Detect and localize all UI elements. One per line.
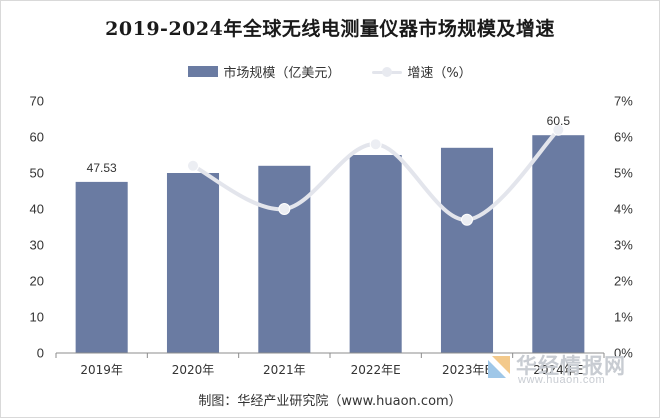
legend-label-growth: 增速（%） <box>407 66 472 81</box>
y-right-tick-label: 0% <box>614 346 633 361</box>
x-tick-label: 2023年E <box>442 363 492 377</box>
y-left-tick-label: 30 <box>30 238 44 253</box>
legend-item-growth: 增速（%） <box>372 62 472 81</box>
bar <box>166 173 220 353</box>
legend-label-market-size: 市场规模（亿美元） <box>223 66 341 81</box>
y-right-tick-label: 6% <box>614 130 633 145</box>
bar <box>349 155 402 353</box>
chart-legend: 市场规模（亿美元） 增速（%） <box>0 62 660 81</box>
growth-point <box>187 159 199 172</box>
growth-point <box>552 123 565 136</box>
x-tick-label: 2024年E <box>533 363 583 377</box>
y-right-tick-label: 4% <box>614 202 633 217</box>
legend-line-swatch <box>372 66 403 77</box>
y-right-tick-label: 2% <box>614 274 633 289</box>
bar <box>75 181 128 353</box>
growth-point <box>278 203 291 215</box>
bar-data-label: 47.53 <box>87 161 117 175</box>
legend-bar-swatch <box>188 66 219 77</box>
bar-data-label: 60.5 <box>547 114 571 128</box>
x-tick-label: 2020年 <box>172 363 215 377</box>
y-right-tick-label: 3% <box>614 238 633 253</box>
x-tick-label: 2021年 <box>263 363 306 377</box>
watermark: 华经情报网 www.huaon.com <box>488 350 658 388</box>
watermark-logo-icon <box>488 356 510 378</box>
growth-point <box>461 213 473 226</box>
bar <box>258 165 311 353</box>
y-right-tick-label: 5% <box>614 166 633 181</box>
y-right-tick-label: 1% <box>614 310 633 325</box>
y-left-tick-label: 0 <box>37 346 44 361</box>
y-right-tick-label: 7% <box>614 94 633 109</box>
y-left-tick-label: 70 <box>30 94 44 109</box>
y-left-tick-label: 50 <box>30 166 44 181</box>
source-note: 制图：华经产业研究院（www.huaon.com） <box>198 394 462 409</box>
y-left-tick-label: 20 <box>30 274 44 289</box>
chart-title: 2019-2024年全球无线电测量仪器市场规模及增速 <box>105 18 555 40</box>
bar <box>440 147 494 353</box>
watermark-url: www.huaon.com <box>518 374 606 386</box>
x-tick-label: 2019年 <box>80 363 123 377</box>
y-left-tick-label: 40 <box>30 202 44 217</box>
bar <box>532 135 585 353</box>
x-tick-label: 2022年E <box>351 363 401 377</box>
legend-item-market-size: 市场规模（亿美元） <box>188 62 340 81</box>
y-left-tick-label: 10 <box>30 310 44 325</box>
watermark-brand: 华经情报网 <box>516 354 626 378</box>
y-left-tick-label: 60 <box>30 130 44 145</box>
growth-point <box>369 138 382 151</box>
